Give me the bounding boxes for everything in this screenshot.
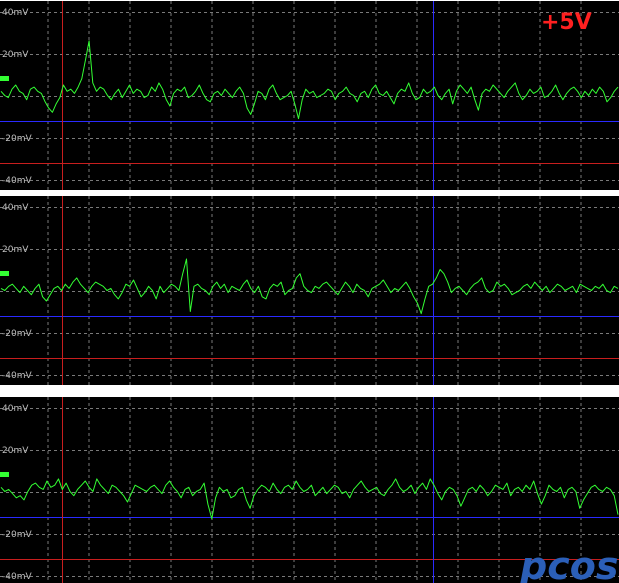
panel-background [0, 196, 619, 385]
y-tick-label: 40mV [2, 8, 29, 18]
voltage-trace [0, 40, 619, 120]
y-tick-label: -20mV [2, 530, 32, 540]
y-tick-label: -20mV [2, 134, 32, 144]
watermark-logo: pcosk [519, 544, 619, 583]
y-tick-label: -20mV [2, 329, 32, 339]
panel-background [0, 397, 619, 583]
channel-marker [0, 271, 9, 276]
y-tick-label: -40mV [2, 371, 32, 381]
y-tick-label: 20mV [2, 446, 29, 456]
y-tick-label: 40mV [2, 404, 29, 414]
scope-panel-3: 40mV 20mV -20mV -40mV [0, 397, 619, 583]
y-tick-label: -40mV [2, 572, 32, 582]
channel-marker [0, 472, 9, 477]
y-tick-label: 20mV [2, 245, 29, 255]
voltage-trace [0, 478, 619, 520]
channel-marker [0, 76, 9, 81]
y-tick-label: 20mV [2, 50, 29, 60]
y-tick-label: -40mV [2, 176, 32, 186]
y-tick-label: 40mV [2, 203, 29, 213]
scope-panel-2: 40mV 20mV -20mV -40mV [0, 196, 619, 385]
watermark-text: pcosk [519, 544, 619, 583]
panel-background [0, 1, 619, 190]
scope-panel-1: 40mV 20mV -20mV -40mV [0, 1, 619, 190]
voltage-trace [0, 258, 619, 315]
rail-label: +5V [541, 10, 592, 35]
